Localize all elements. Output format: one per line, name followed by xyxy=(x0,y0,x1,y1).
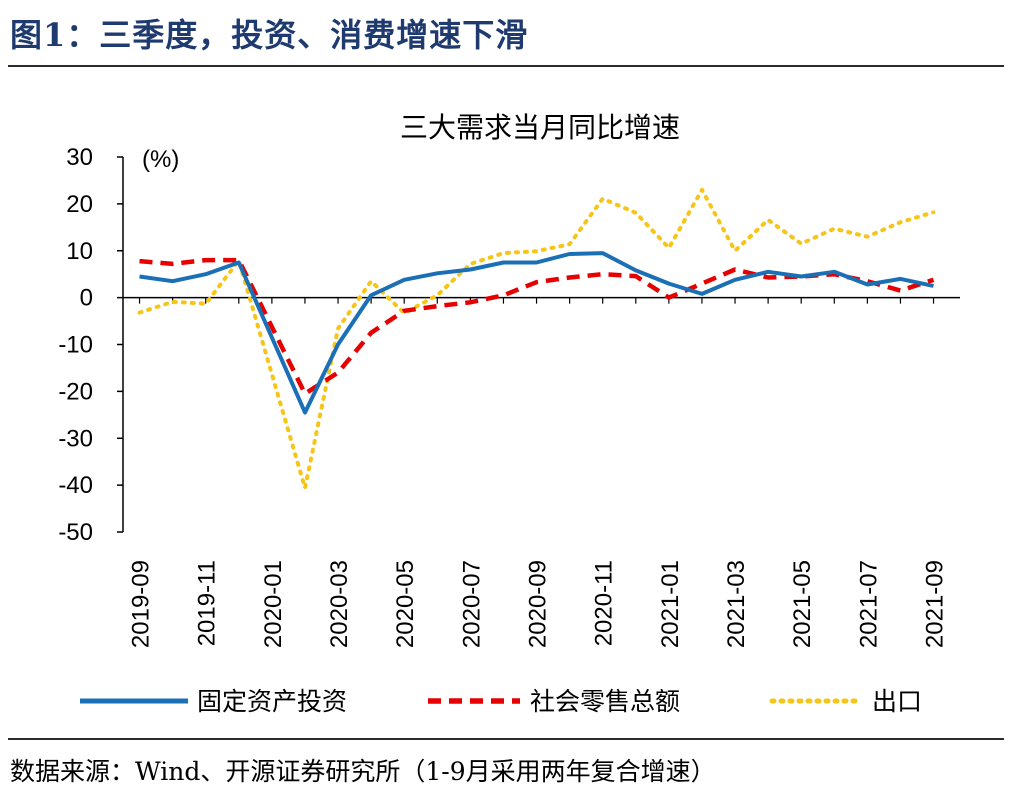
x-tick-label: 2019-11 xyxy=(194,560,221,646)
x-tick-label: 2019-09 xyxy=(128,560,155,648)
bottom-rule xyxy=(8,738,1004,740)
x-tick-label: 2021-03 xyxy=(723,560,750,648)
y-tick-label: 0 xyxy=(80,285,93,312)
series-line-1 xyxy=(139,251,934,415)
y-tick-label: -40 xyxy=(58,472,93,499)
y-tick-label: 20 xyxy=(66,191,93,218)
x-tick-label: 2021-07 xyxy=(855,560,882,648)
x-tick-label: 2020-05 xyxy=(392,560,419,648)
x-tick-label: 2020-01 xyxy=(260,560,287,648)
x-tick-label: 2020-03 xyxy=(326,560,353,648)
chart-legend: 固定资产投资 社会零售总额 出口 xyxy=(80,687,922,716)
x-tick-label: 2020-07 xyxy=(458,560,485,648)
legend-label-1: 固定资产投资 xyxy=(197,687,347,716)
legend-label-2: 社会零售总额 xyxy=(530,687,680,716)
chart-title: 三大需求当月同比增速 xyxy=(400,111,680,144)
y-tick-label: -20 xyxy=(58,378,93,405)
x-tick-label: 2021-01 xyxy=(657,560,684,648)
y-tick-label: -10 xyxy=(58,332,93,359)
x-tick-label: 2021-09 xyxy=(922,560,949,648)
y-tick-label: 30 xyxy=(66,144,93,171)
x-tick-label: 2020-11 xyxy=(591,560,618,646)
y-tick-label: 10 xyxy=(66,238,93,265)
top-rule xyxy=(8,65,1004,67)
legend-label-3: 出口 xyxy=(872,687,922,716)
source-note: 数据来源：Wind、开源证券研究所（1-9月采用两年复合增速） xyxy=(10,757,716,786)
line-chart: 三大需求当月同比增速 (%) 30 20 10 0 -10 -20 -30 -40 -50 201… xyxy=(58,111,960,716)
series-line-3 xyxy=(137,187,936,490)
figure-title: 图1：三季度，投资、消费增速下滑 xyxy=(10,16,529,54)
x-tick-label: 2020-09 xyxy=(525,560,552,648)
y-axis-unit: (%) xyxy=(142,146,179,173)
y-tick-label: -30 xyxy=(58,425,93,452)
y-tick-label: -50 xyxy=(58,519,93,546)
x-tick-label: 2021-05 xyxy=(789,560,816,648)
chart-axes: 30 20 10 0 -10 -20 -30 -40 -50 2019-09 2019-11 2020… xyxy=(58,144,960,648)
plot-area xyxy=(137,187,936,490)
